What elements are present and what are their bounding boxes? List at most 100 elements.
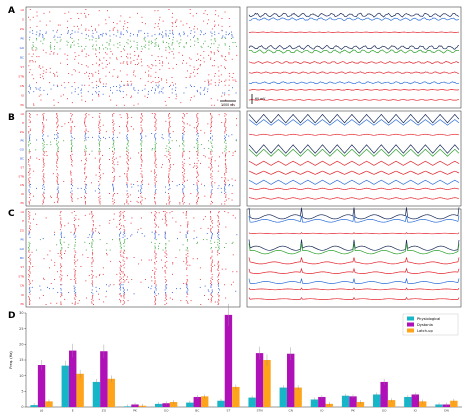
spike-dot [137,231,138,233]
spike-dot [30,156,31,158]
spike-dot [196,236,198,238]
spike-dot [56,197,58,198]
spike-dot [42,35,44,37]
spike-dot [211,115,213,117]
population-label: PK [20,302,24,306]
spike-dot [140,157,142,159]
spike-dot [71,160,73,162]
spike-dot [124,23,126,25]
spike-dot [98,120,100,122]
spike-dot [49,250,51,252]
spike-dot [123,211,125,212]
bar-physiological-11 [373,394,381,407]
spike-dot [183,173,185,175]
spike-dot [84,118,86,120]
spike-dot [89,243,90,244]
spike-dot [159,91,161,93]
spike-dot [182,136,184,138]
spike-dot [57,120,59,122]
spike-dot [29,283,31,284]
spike-dot [210,58,211,60]
membrane-trace [248,113,460,124]
spike-dot [180,300,182,302]
spike-dot [61,126,63,127]
spike-dot [29,115,30,117]
spike-dot [211,43,212,45]
spike-dot [78,18,80,19]
spike-dot [80,89,82,91]
spike-dot [186,286,188,288]
spike-dot [152,270,154,271]
spike-dot [217,239,219,241]
spike-dot [109,48,111,50]
spike-dot [72,42,73,43]
spike-dot [64,298,66,300]
spike-dot [162,92,164,94]
spike-dot [144,235,146,237]
spike-dot [67,32,69,34]
spike-dot [140,156,142,158]
spike-dot [193,127,195,129]
spike-dot [151,54,153,56]
spike-dot [99,275,100,277]
spike-dot [229,75,231,77]
spike-dot [80,187,82,189]
spike-dot [154,129,156,131]
spike-dot [85,178,86,180]
spike-dot [119,126,120,127]
spike-dot [133,71,135,73]
spike-dot [29,142,31,144]
spike-dot [120,51,122,52]
spike-dot [127,166,129,168]
spike-dot [126,144,128,146]
membrane-trace [249,89,460,91]
spike-dot [187,233,189,234]
spike-dot [155,239,157,241]
spike-dot [84,12,85,14]
spike-dot [141,159,143,160]
spike-dot [129,35,131,37]
spike-dot [29,173,31,175]
spike-dot [137,56,139,58]
spike-dot [211,235,213,237]
spike-dot [112,157,113,159]
spike-dot [42,295,44,296]
spike-dot [42,128,44,130]
spike-dot [74,245,76,247]
spike-dot [140,145,142,147]
spike-dot [85,34,87,36]
spike-dot [126,182,128,184]
bar-latchup-4 [169,401,178,407]
spike-dot [171,43,173,45]
spike-dot [74,276,76,278]
spike-dot [43,164,45,166]
spike-dot [84,172,86,173]
spike-dot [154,113,156,114]
spike-dot [172,42,174,43]
spike-dot [217,99,219,101]
spike-dot [183,60,184,61]
y-axis-label: Freq. (Hz) [9,351,13,369]
spike-dot [33,218,34,220]
spike-dot [200,54,202,56]
spike-dot [133,293,135,295]
spike-dot [148,44,150,46]
spike-dot [99,200,101,202]
spike-dot [204,216,206,218]
spike-dot [28,234,30,236]
spike-dot [56,152,58,154]
spike-dot [218,75,220,77]
legend-label-dystonia: Dystonia [417,323,433,327]
spike-dot [31,280,33,282]
spike-dot [123,245,125,247]
spike-dot [168,134,170,136]
spike-dot [127,120,129,122]
spike-dot [201,47,203,49]
spike-dot [129,47,131,49]
spike-dot [124,239,126,241]
population-label: STN [18,274,24,278]
spike-dot [110,260,112,262]
spike-dot [136,58,138,60]
spike-dot [140,127,142,129]
spike-dot [210,152,212,154]
